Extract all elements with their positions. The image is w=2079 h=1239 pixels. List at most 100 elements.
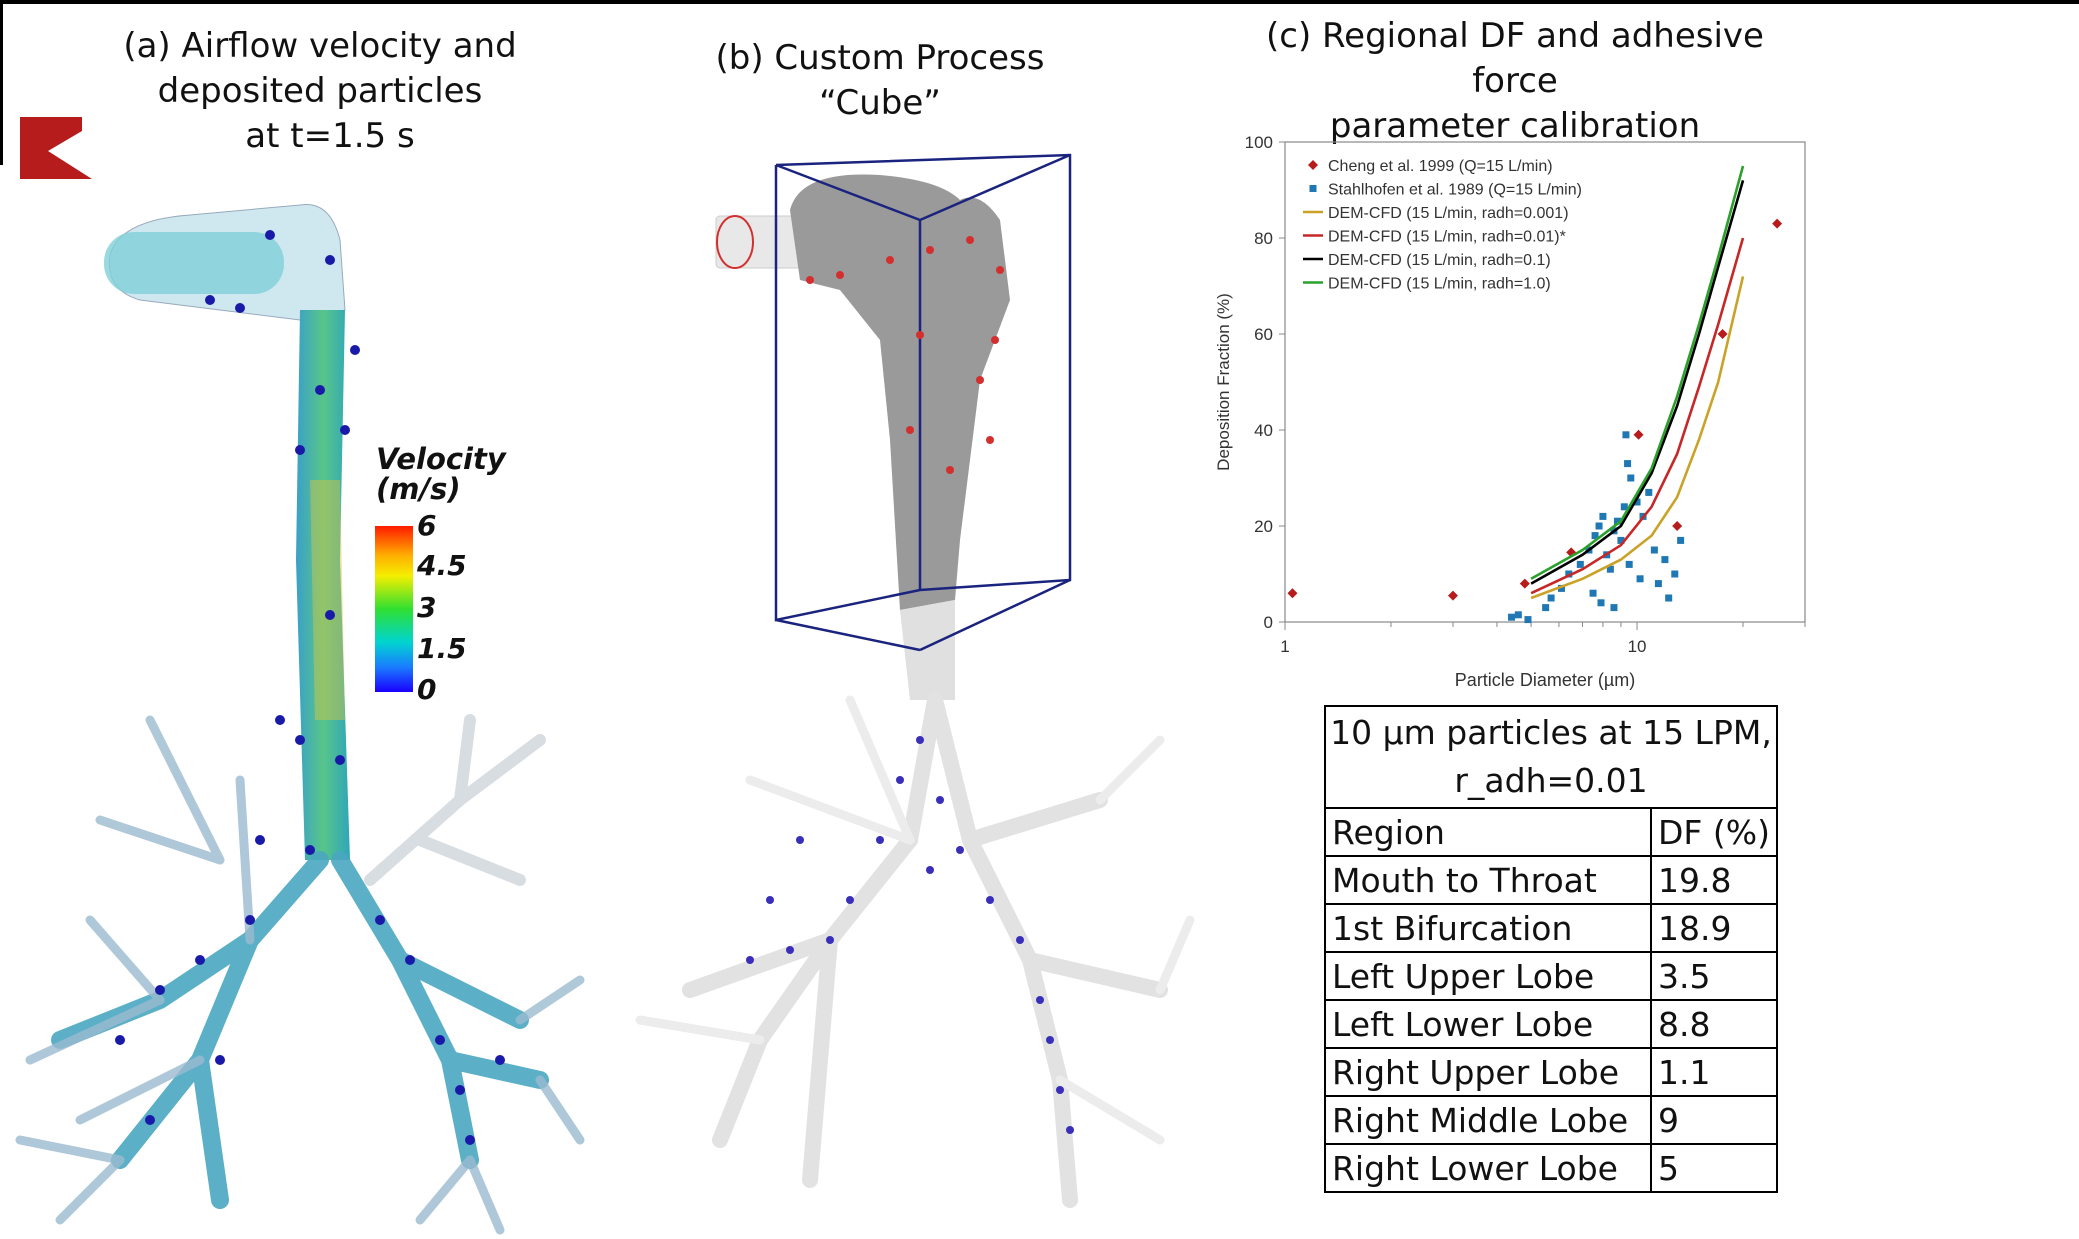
data-point-square [1597,599,1605,607]
table-row: Mouth to Throat 19.8 [1324,855,1778,905]
colorbar-tick-1-5: 1.5 [417,632,467,665]
data-point-square [1654,580,1662,588]
df-value-cell: 18.9 [1650,903,1778,953]
data-point-square [1514,611,1522,619]
colorbar-tick-6: 6 [417,509,437,542]
legend-label: DEM-CFD (15 L/min, radh=1.0) [1328,276,1551,293]
table-row: Left Lower Lobe 8.8 [1324,999,1778,1049]
data-point-square [1650,546,1658,554]
left-border [0,0,3,165]
data-point-square [1565,570,1573,578]
table-caption-line-2: r_adh=0.01 [1454,761,1648,800]
data-point-square [1576,560,1584,568]
data-point-square [1661,556,1669,564]
y-tick-label: 100 [1245,133,1273,152]
plot-frame [1284,141,1806,623]
velocity-colorbar-title-line-2: (m/s) [376,472,461,506]
series-line-4 [1530,180,1745,585]
custom-process-cube-rendering [635,153,1195,1208]
data-point-square [1606,565,1614,573]
legend-swatch-square [1309,185,1317,192]
legend-label: DEM-CFD (15 L/min, radh=0.001) [1328,205,1569,222]
deposition-fraction-chart: 0 20 40 60 80 100 1 10 Cheng et al. 1999 (Q=15… [1214,133,1806,690]
table-row: Left Upper Lobe 3.5 [1324,951,1778,1001]
data-point-diamond [1772,218,1783,229]
data-point-square [1617,536,1625,544]
data-point-square [1591,532,1599,540]
df-value-cell: 3.5 [1650,951,1778,1001]
legend-label: DEM-CFD (15 L/min, radh=0.01)* [1328,229,1566,246]
data-point-square [1636,575,1644,583]
df-value-cell: 9 [1650,1095,1778,1145]
series-line-2 [1530,276,1745,600]
x-tick-label: 1 [1280,637,1289,656]
y-axis: 0 20 40 60 80 100 [1245,133,1285,632]
region-cell: Right Upper Lobe [1324,1047,1652,1097]
data-point-diamond [1633,429,1644,440]
legend-label: Cheng et al. 1999 (Q=15 L/min) [1328,158,1553,175]
table-caption-row: 10 µm particles at 15 LPM, r_adh=0.01 [1324,705,1778,809]
data-point-square [1613,517,1621,525]
table-row: 1st Bifurcation 18.9 [1324,903,1778,953]
brand-logo-icon [20,117,92,179]
region-cell: Right Middle Lobe [1324,1095,1652,1145]
colorbar-tick-3: 3 [417,591,437,624]
table-row: Right Lower Lobe 5 [1324,1143,1778,1193]
table-row: Right Middle Lobe 9 [1324,1095,1778,1145]
panel-c-title-line-1: (c) Regional DF and adhesive force [1266,16,1764,101]
series-line-3 [1530,237,1745,595]
series-line-5 [1530,165,1745,580]
panel-a-title-line-1: (a) Airflow velocity and [123,26,517,66]
top-border [0,0,2079,4]
df-value-cell: 8.8 [1650,999,1778,1049]
data-point-square [1589,589,1597,597]
region-cell: Mouth to Throat [1324,855,1652,905]
data-point-diamond [1672,521,1683,531]
panel-c-title-line-2: parameter calibration [1329,106,1701,146]
panel-a-title: (a) Airflow velocity and deposited parti… [120,24,520,159]
y-tick-label: 60 [1254,325,1273,344]
data-point-square [1620,503,1628,511]
panel-c-title: (c) Regional DF and adhesive force param… [1230,14,1800,149]
df-value-cell: 19.8 [1650,855,1778,905]
x-axis: 1 10 [1280,622,1806,656]
region-cell: Left Lower Lobe [1324,999,1652,1049]
data-point-square [1665,594,1673,602]
df-value-cell: 5 [1650,1143,1778,1193]
df-value-cell: 1.1 [1650,1047,1778,1097]
region-cell: Left Upper Lobe [1324,951,1652,1001]
legend-swatch-diamond [1308,160,1318,170]
panel-b-title: (b) Custom Process “Cube” [660,36,1100,126]
data-point-square [1671,570,1679,578]
legend-label: DEM-CFD (15 L/min, radh=0.1) [1328,252,1551,269]
table-row: Right Upper Lobe 1.1 [1324,1047,1778,1097]
data-point-square [1633,498,1641,506]
data-point-square [1624,460,1632,468]
panel-b-title-text: (b) Custom Process “Cube” [715,38,1045,123]
data-point-diamond [1717,329,1728,339]
data-point-square [1542,604,1550,612]
data-point-square [1627,474,1635,482]
y-tick-label: 40 [1254,421,1273,440]
x-axis-label: Particle Diameter (µm) [1455,670,1635,690]
y-tick-label: 20 [1254,517,1273,536]
colorbar-tick-0: 0 [417,673,437,706]
region-cell: 1st Bifurcation [1324,903,1652,953]
region-cell: Right Lower Lobe [1324,1143,1652,1193]
chart-legend: Cheng et al. 1999 (Q=15 L/min) Stahlhofen… [1303,158,1582,293]
data-point-square [1645,488,1653,496]
data-point-square [1557,584,1565,592]
header-df: DF (%) [1650,807,1778,857]
velocity-colorbar-title: Velocity (m/s) [376,444,506,504]
panel-a-title-line-2: deposited particles [157,71,483,111]
velocity-colorbar [375,526,413,692]
x-tick-label: 10 [1628,637,1647,656]
airway-velocity-rendering [15,203,585,1235]
data-point-diamond [1447,590,1458,601]
header-region: Region [1324,807,1652,857]
panel-a-title-line-3: at t=1.5 s [245,116,415,156]
data-point-square [1622,431,1630,439]
y-tick-label: 0 [1264,613,1273,632]
colorbar-tick-4-5: 4.5 [417,549,467,582]
table-caption-line-1: 10 µm particles at 15 LPM, [1330,713,1772,752]
